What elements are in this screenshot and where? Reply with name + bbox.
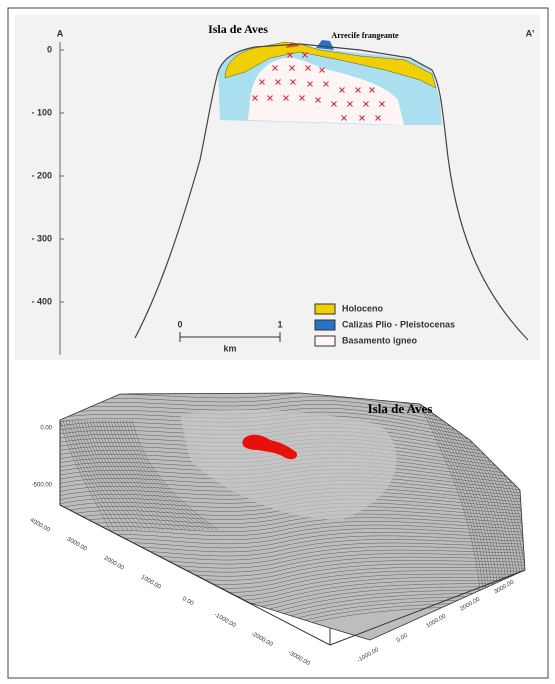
island [242,434,298,460]
contour [107,419,183,531]
cross [347,101,353,107]
basement [248,57,404,125]
legend-swatch [314,303,336,315]
contour [110,419,187,531]
legend-swatch [314,335,336,347]
cross [267,95,273,101]
legend-swatch [314,319,336,331]
cross [355,87,361,93]
cross [289,65,295,71]
cross [252,95,258,101]
contour [101,419,174,531]
contour [60,510,525,531]
contour [74,419,133,531]
contour [424,403,487,591]
contour [104,419,178,531]
cross [323,81,329,87]
cross [379,101,385,107]
contour [60,419,111,531]
scale-label: 0 [177,319,182,329]
profile [134,43,529,341]
contour [431,403,496,591]
contour [419,403,481,591]
cross [287,52,293,58]
contour [422,403,484,591]
x-label: 0.00 [181,596,195,607]
cross [290,79,296,85]
depth-label: - 100 [31,107,52,117]
cross [299,95,305,101]
contour [128,419,214,531]
cross [319,67,325,73]
legend-label: Holoceno [342,303,384,313]
contour [98,419,169,531]
cross [341,115,347,121]
contour [125,419,210,531]
block-title: Isla de Aves [368,401,433,416]
contour [62,419,115,531]
plateau [180,409,397,520]
contour [427,403,490,591]
cross [302,52,308,58]
cross [339,87,345,93]
cross [359,115,365,121]
contour [434,403,499,591]
depth-label: - 300 [31,233,52,243]
z-label: -500.00 [32,483,53,489]
cross [305,65,311,71]
cross [369,87,375,93]
contour [83,419,147,531]
depth-label: 0 [47,44,52,54]
section-title: Isla de Aves [208,22,268,36]
contour [80,419,142,531]
section-end: A [57,28,64,38]
contour [60,506,525,527]
contour [429,403,493,591]
depth-label: - 200 [31,170,52,180]
contour [119,419,201,531]
contour [68,419,124,531]
contour [95,419,165,531]
scale-label: 1 [277,319,282,329]
legend-label: Basamento igneo [342,335,418,345]
contour [89,419,156,531]
contour [65,419,120,531]
scale-unit: km [223,343,236,353]
depth-label: - 400 [31,296,52,306]
contour [77,419,138,531]
cross [259,79,265,85]
y-label: 0.00 [396,633,410,644]
cross [375,115,381,121]
legend-label: Calizas Plio - Pleistocenas [342,319,455,329]
contour [60,513,525,535]
contour [60,517,525,539]
contour [122,419,205,531]
z-label: 0.00 [40,426,52,432]
y-axis [329,569,526,646]
cross [315,97,321,103]
contour [113,419,192,531]
cross [275,79,281,85]
contour [71,419,129,531]
cross [272,65,278,71]
x-axis [59,504,331,646]
contour [116,419,196,531]
section-end: A' [526,28,535,38]
contour [92,419,160,531]
contour [60,521,525,543]
reef-label: Arrecife frangeante [331,31,399,40]
cross [363,101,369,107]
cross [283,95,289,101]
cross [331,101,337,107]
contour [86,419,151,531]
contour [131,419,219,531]
cross [307,81,313,87]
